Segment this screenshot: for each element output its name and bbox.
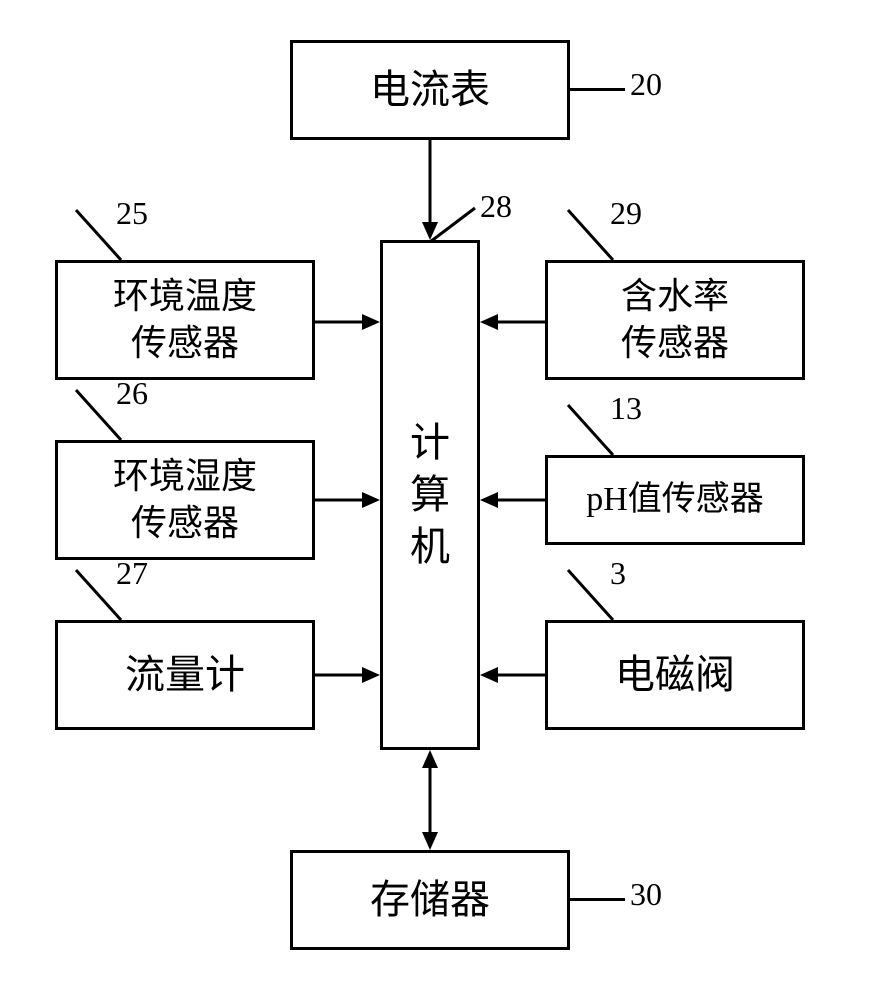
block-flowmeter-label: 流量计	[125, 649, 245, 701]
arrow-ammeter-computer	[420, 140, 440, 240]
num-flowmeter: 27	[116, 555, 148, 592]
block-moisture: 含水率 传感器	[545, 260, 805, 380]
block-ammeter: 电流表	[290, 40, 570, 140]
leader-storage	[570, 898, 625, 901]
block-storage-label: 存储器	[370, 874, 490, 926]
arrow-envtemp-computer	[315, 312, 380, 332]
arrow-moisture-computer	[480, 312, 545, 332]
block-moisture-label: 含水率 传感器	[621, 273, 729, 367]
num-moisture: 29	[610, 195, 642, 232]
block-env-temp: 环境温度 传感器	[55, 260, 315, 380]
arrow-flowmeter-computer	[315, 665, 380, 685]
arrow-solenoid-computer	[480, 665, 545, 685]
block-flowmeter: 流量计	[55, 620, 315, 730]
num-env-temp: 25	[116, 195, 148, 232]
num-env-humid: 26	[116, 375, 148, 412]
block-ammeter-label: 电流表	[370, 64, 490, 116]
block-storage: 存储器	[290, 850, 570, 950]
num-ammeter: 20	[630, 66, 662, 103]
block-env-temp-label: 环境温度 传感器	[113, 273, 257, 367]
arrow-envhumid-computer	[315, 490, 380, 510]
num-storage: 30	[630, 876, 662, 913]
num-solenoid: 3	[610, 555, 626, 592]
block-solenoid-label: 电磁阀	[615, 649, 735, 701]
block-computer-label: 计 算 机	[410, 417, 450, 573]
block-env-humid: 环境湿度 传感器	[55, 440, 315, 560]
block-computer: 计 算 机	[380, 240, 480, 750]
arrow-ph-computer	[480, 490, 545, 510]
num-computer: 28	[480, 188, 512, 225]
num-ph: 13	[610, 390, 642, 427]
block-ph-label: pH值传感器	[586, 478, 764, 522]
arrow-computer-storage	[420, 750, 440, 850]
block-ph: pH值传感器	[545, 455, 805, 545]
leader-ammeter	[570, 88, 625, 91]
block-solenoid: 电磁阀	[545, 620, 805, 730]
block-env-humid-label: 环境湿度 传感器	[113, 453, 257, 547]
